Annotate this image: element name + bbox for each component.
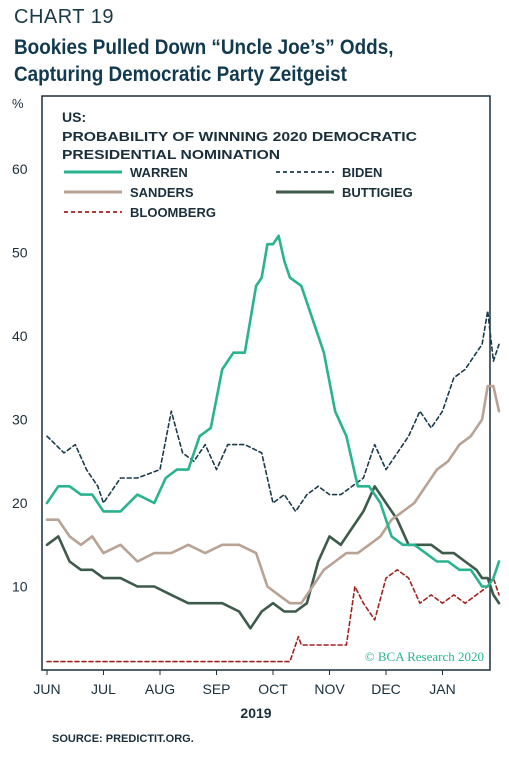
legend: WARREN BIDEN SANDERS BUTTIGIEG BLOOMBERG — [64, 165, 413, 220]
plot-frame — [41, 95, 491, 671]
y-tick-label: 30 — [12, 412, 28, 428]
series-line-bloomberg — [46, 568, 500, 663]
chart-title-line2: Capturing Democratic Party Zeitgeist — [14, 63, 347, 86]
legend-label: WARREN — [130, 165, 188, 180]
chart-title: Bookies Pulled Down “Uncle Joe’s” Odds, … — [14, 34, 455, 88]
y-axis-ticks: 10 20 30 40 50 60 — [12, 161, 28, 595]
legend-item-bloomberg: BLOOMBERG — [64, 205, 216, 220]
x-axis-ticks: JUN JUL AUG SEP OCT NOV DEC JAN — [33, 670, 456, 697]
legend-item-biden: BIDEN — [276, 165, 382, 180]
legend-label: BUTTIGIEG — [342, 185, 413, 200]
legend-item-warren: WARREN — [64, 165, 188, 180]
chart-number: CHART 19 — [14, 6, 114, 28]
series-lines — [45, 234, 501, 663]
legend-item-sanders: SANDERS — [64, 185, 194, 200]
chart-title-line1: Bookies Pulled Down “Uncle Joe’s” Odds, — [14, 36, 394, 59]
x-tick-label: JUN — [33, 681, 60, 697]
series-line-sanders — [45, 384, 501, 605]
legend-label: SANDERS — [130, 185, 194, 200]
x-tick-label: JAN — [429, 681, 455, 697]
series-line-warren — [45, 234, 501, 588]
series-line-buttigieg — [45, 484, 501, 630]
x-tick-label: DEC — [371, 681, 401, 697]
legend-label: BLOOMBERG — [130, 205, 216, 220]
copyright-notice: © BCA Research 2020 — [365, 649, 484, 664]
x-tick-label: JUL — [91, 681, 116, 697]
legend-label: BIDEN — [342, 165, 382, 180]
x-tick-label: AUG — [145, 681, 175, 697]
y-tick-label: 50 — [12, 245, 28, 261]
y-tick-label: 20 — [12, 495, 28, 511]
x-axis-label: 2019 — [240, 705, 271, 721]
legend-item-buttigieg: BUTTIGIEG — [276, 185, 413, 200]
source-note: SOURCE: PREDICTIT.ORG. — [52, 733, 194, 745]
y-unit-label: % — [12, 96, 24, 111]
x-tick-label: SEP — [202, 681, 230, 697]
x-tick-label: NOV — [314, 681, 345, 697]
series-line-biden — [46, 310, 500, 513]
chart-subtitle-line2: PRESIDENTIAL NOMINATION — [62, 147, 280, 162]
y-tick-label: 60 — [12, 161, 28, 177]
y-tick-label: 40 — [12, 328, 28, 344]
x-tick-label: OCT — [258, 681, 288, 697]
chart-region-label: US: — [62, 109, 86, 125]
y-tick-label: 10 — [12, 579, 28, 595]
chart-subtitle-line1: PROBABILITY OF WINNING 2020 DEMOCRATIC — [62, 129, 418, 144]
